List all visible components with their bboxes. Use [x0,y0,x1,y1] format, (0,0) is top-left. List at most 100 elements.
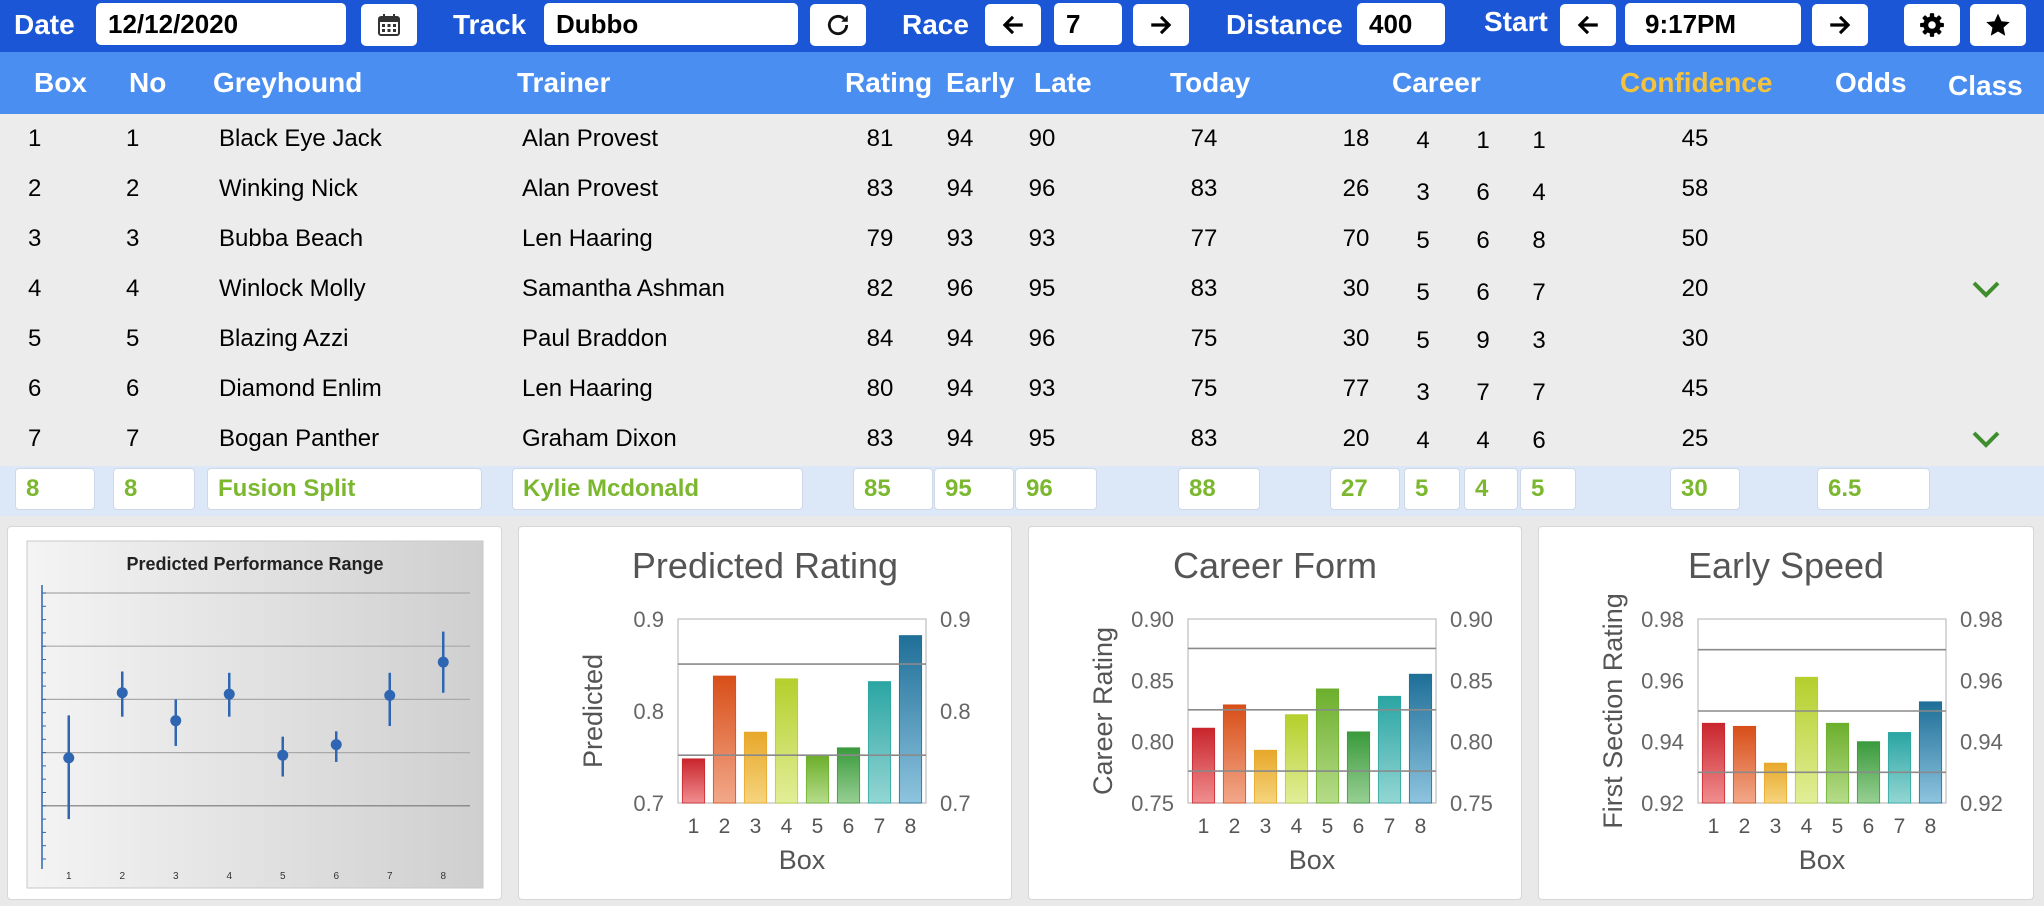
col-odds[interactable]: Odds [1835,67,1907,98]
entry-career-thirds-field[interactable]: 5 [1520,468,1576,510]
race-input[interactable] [1054,3,1122,45]
table-row[interactable]: 4 4 Winlock Molly Samantha Ashman 82 96 95 83 30… [0,264,2044,314]
cell-greyhound: Diamond Enlim [219,375,382,402]
bar-box-1 [1191,727,1216,804]
start-next-button[interactable] [1812,4,1868,46]
table-row[interactable]: 6 6 Diamond Enlim Len Haaring 80 94 93 75 77 3 7 7 4… [0,364,2044,414]
date-input[interactable] [96,3,346,45]
entry-no-field[interactable]: 8 [113,468,195,510]
start-time-input[interactable] [1625,3,1801,45]
table-row[interactable]: 1 1 Black Eye Jack Alan Provest 81 94 90 74 18 4 1… [0,114,2044,164]
cell-career-starts: 30 [1342,275,1370,302]
table-row[interactable]: 2 2 Winking Nick Alan Provest 83 94 96 83 26 3 6 4 5… [0,164,2044,214]
predicted-rating-panel: Predicted Rating 1 2 3 4 5 6 7 8 0.7 0.7 0.8 0.8 0.9… [518,526,1012,900]
y-tick-label: 0.98 [1641,607,1684,632]
cell-today: 75 [1190,375,1218,402]
cell-early: 94 [946,425,974,452]
x-tick-label: 5 [280,871,286,882]
cell-trainer: Alan Provest [522,175,659,202]
entry-today-field[interactable]: 88 [1178,468,1260,510]
cell-no: 4 [126,275,140,302]
cell-confidence: 45 [1681,375,1709,402]
cell-early: 94 [946,175,974,202]
entry-confidence-field[interactable]: 30 [1670,468,1740,510]
cell-trainer: Samantha Ashman [522,275,725,302]
refresh-button[interactable] [810,4,866,46]
col-confidence[interactable]: Confidence [1620,67,1773,98]
entry-odds-field[interactable]: 6.5 [1817,468,1930,510]
race-prev-button[interactable] [985,4,1041,46]
col-late[interactable]: Late [1034,67,1092,98]
distance-label: Distance [1226,9,1343,40]
entry-greyhound-field[interactable]: Fusion Split [207,468,482,510]
cell-rating: 82 [866,275,894,302]
cell-career-wins: 5 [1416,227,1430,254]
x-tick-label: 4 [1801,815,1813,838]
race-label: Race [902,9,969,40]
x-tick-label: 8 [905,815,917,838]
cell-career-starts: 26 [1342,175,1370,202]
cell-confidence: 20 [1681,275,1709,302]
cell-confidence: 25 [1681,425,1709,452]
col-greyhound[interactable]: Greyhound [213,67,363,98]
race-next-button[interactable] [1133,4,1189,46]
x-tick-label: 7 [1384,815,1396,838]
y-tick-label: 0.8 [633,699,664,724]
track-input[interactable] [544,3,798,45]
entry-career-starts-field[interactable]: 27 [1330,468,1400,510]
cell-early: 94 [946,325,974,352]
col-early[interactable]: Early [946,67,1015,98]
start-prev-button[interactable] [1560,4,1616,46]
bar-box-4 [1794,676,1819,804]
col-box[interactable]: Box [34,67,87,98]
cell-career-wins: 4 [1416,427,1430,454]
cell-today: 83 [1190,425,1218,452]
entry-late-field[interactable]: 96 [1015,468,1097,510]
y2-tick-label: 0.9 [940,607,971,632]
cell-today: 74 [1190,125,1218,152]
distance-input[interactable] [1357,3,1445,45]
x-tick-label: 5 [812,815,824,838]
entry-early-field[interactable]: 95 [934,468,1014,510]
point-3 [170,715,182,727]
refresh-icon [827,14,849,36]
bar-box-3 [1253,749,1278,804]
y2-tick-label: 0.92 [1960,791,2003,816]
cell-career-seconds: 6 [1476,179,1490,206]
table-row[interactable]: 5 5 Blazing Azzi Paul Braddon 84 94 96 75 30 5 9 3 3… [0,314,2044,364]
cell-today: 77 [1190,225,1218,252]
cell-rating: 84 [866,325,894,352]
col-rating[interactable]: Rating [845,67,933,98]
table-row[interactable]: 7 7 Bogan Panther Graham Dixon 83 94 95 83 20 4 4 6… [0,414,2044,464]
x-tick-label: 3 [1770,815,1782,838]
point-5 [277,749,289,761]
x-tick-label: 3 [173,871,179,882]
x-tick-label: 7 [874,815,886,838]
col-no[interactable]: No [129,67,167,98]
cell-greyhound: Blazing Azzi [219,325,349,352]
cell-career-thirds: 3 [1532,327,1546,354]
entry-career-wins-field[interactable]: 5 [1404,468,1460,510]
entry-trainer-field[interactable]: Kylie Mcdonald [512,468,803,510]
col-class[interactable]: Class [1948,70,2023,101]
col-trainer[interactable]: Trainer [517,67,611,98]
bar-box-5 [805,755,830,804]
cell-trainer: Alan Provest [522,125,659,152]
cell-box: 1 [28,125,42,152]
col-today[interactable]: Today [1170,67,1251,98]
calendar-button[interactable] [361,4,417,46]
cell-rating: 83 [866,425,894,452]
table-row[interactable]: 3 3 Bubba Beach Len Haaring 79 93 93 77 70 5 6 8 50 [0,214,2044,264]
cell-greyhound: Bubba Beach [219,225,364,252]
entry-box-field[interactable]: 8 [15,468,95,510]
entry-rating-field[interactable]: 85 [853,468,933,510]
x-tick-label: 1 [688,815,700,838]
cell-box: 4 [28,275,42,302]
settings-button[interactable] [1904,4,1960,46]
entry-career-seconds-field[interactable]: 4 [1464,468,1518,510]
cell-box: 5 [28,325,42,352]
x-axis-label: Box [779,845,826,875]
col-career[interactable]: Career [1392,67,1481,98]
toolbar: Date Track Race Distance Start [0,0,2044,52]
favorite-button[interactable] [1970,4,2026,46]
